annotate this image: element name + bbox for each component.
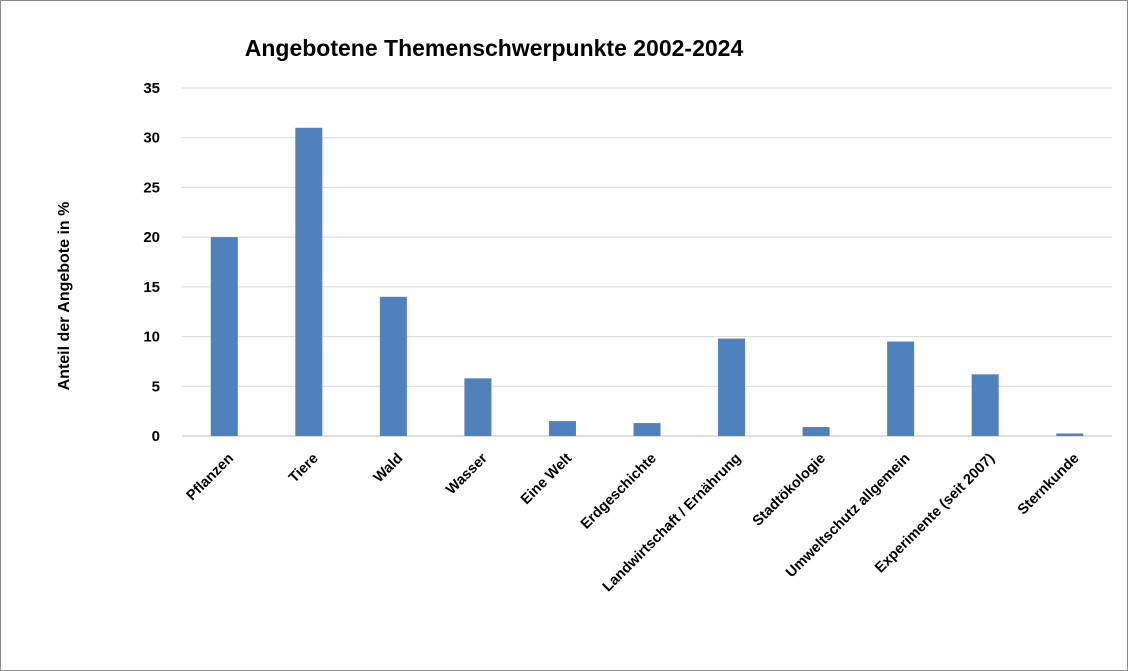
x-category-label: Eine Welt xyxy=(518,450,575,507)
x-category-label: Wasser xyxy=(443,450,491,498)
y-tick-label: 25 xyxy=(143,179,160,196)
bar xyxy=(802,427,830,436)
y-tick-labels: 0 5 10 15 20 25 30 35 xyxy=(143,80,160,445)
x-category-label: Pflanzen xyxy=(184,451,237,504)
y-tick-label: 20 xyxy=(143,229,160,246)
x-category-label: Erdgeschichte xyxy=(578,451,660,533)
x-category-label: Stadtökologie xyxy=(750,451,829,530)
bar xyxy=(633,423,661,436)
y-tick-label: 10 xyxy=(143,329,160,346)
bar xyxy=(295,127,323,437)
bar xyxy=(379,296,407,436)
y-tick-label: 35 xyxy=(143,80,160,97)
bar xyxy=(464,378,492,436)
bar xyxy=(887,341,915,436)
y-axis-label: Anteil der Angebote in % xyxy=(56,202,73,391)
bars xyxy=(210,127,1084,437)
bar xyxy=(971,374,999,436)
chart-title: Angebotene Themenschwerpunkte 2002-2024 xyxy=(245,35,744,61)
y-tick-label: 0 xyxy=(152,428,160,445)
x-category-labels: Pflanzen Tiere Wald Wasser Eine Welt Erdgesch… xyxy=(184,450,1083,595)
y-tick-label: 15 xyxy=(143,279,160,296)
y-tick-label: 5 xyxy=(152,378,160,395)
bar xyxy=(210,237,238,436)
gridlines xyxy=(182,87,1112,437)
x-category-label: Sternkunde xyxy=(1015,451,1083,519)
bar xyxy=(1056,433,1084,436)
x-category-label: Tiere xyxy=(286,451,322,487)
x-category-label: Landwirtschaft / Ernährung xyxy=(600,451,745,596)
y-tick-label: 30 xyxy=(143,130,160,147)
bar xyxy=(718,338,746,436)
bar xyxy=(548,421,576,436)
x-category-label: Wald xyxy=(371,451,406,486)
